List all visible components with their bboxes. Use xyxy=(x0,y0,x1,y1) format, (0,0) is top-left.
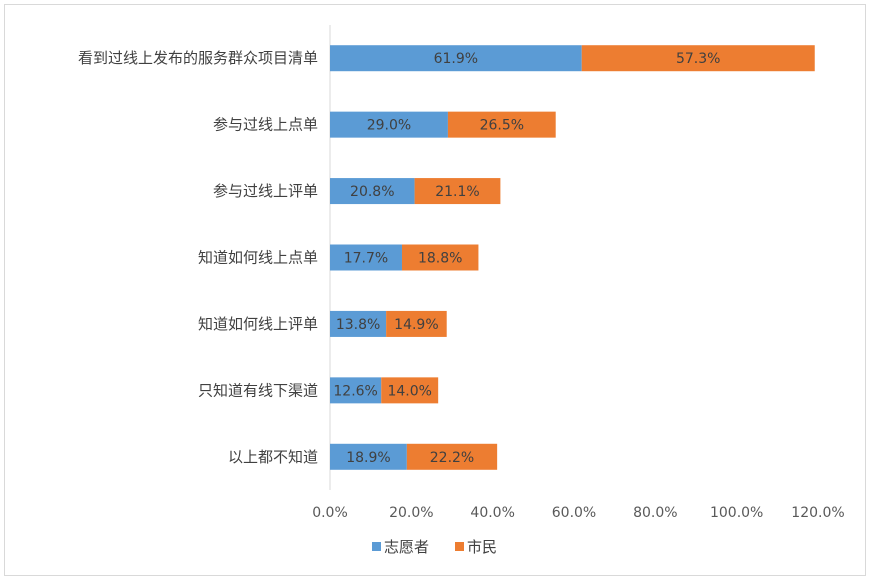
data-label: 18.9% xyxy=(346,450,390,466)
category-label: 参与过线上评单 xyxy=(213,182,318,200)
bar-volunteer xyxy=(330,244,402,271)
bar-volunteer xyxy=(330,111,448,138)
category-labels: 看到过线上发布的服务群众项目清单参与过线上点单参与过线上评单知道如何线上点单知道… xyxy=(78,49,318,466)
chart-frame xyxy=(4,4,866,576)
legend-swatch-volunteer xyxy=(372,542,381,551)
data-label: 14.0% xyxy=(387,383,431,399)
data-label: 29.0% xyxy=(367,118,411,134)
x-tick-label: 60.0% xyxy=(552,505,596,521)
category-label: 参与过线上点单 xyxy=(213,116,318,134)
bars xyxy=(330,45,815,470)
data-label: 17.7% xyxy=(344,251,388,267)
data-label: 13.8% xyxy=(336,317,380,333)
bar-volunteer xyxy=(330,443,407,470)
x-tick-label: 0.0% xyxy=(312,505,348,521)
data-label: 26.5% xyxy=(480,118,524,134)
data-labels: 61.9% 57.3% 29.0% 26.5% 20.8% 21.1% 17.7% 18.8%… xyxy=(333,51,720,466)
data-label: 21.1% xyxy=(435,184,479,200)
category-label: 只知道有线下渠道 xyxy=(198,381,318,399)
bar-citizen xyxy=(406,443,498,470)
x-tick-label: 20.0% xyxy=(389,505,433,521)
bar-citizen xyxy=(581,45,815,72)
bar-citizen xyxy=(386,310,447,337)
legend-label-volunteer: 志愿者 xyxy=(384,538,429,556)
x-tick-label: 120.0% xyxy=(791,505,844,521)
x-tick-label: 40.0% xyxy=(470,505,514,521)
bar-citizen xyxy=(401,244,479,271)
data-label: 14.9% xyxy=(394,317,438,333)
bar-citizen xyxy=(447,111,556,138)
legend: 志愿者 市民 xyxy=(372,538,497,556)
data-label: 61.9% xyxy=(434,51,478,67)
category-label: 知道如何线上评单 xyxy=(198,315,318,333)
bar-citizen xyxy=(381,377,439,404)
bar-citizen xyxy=(414,178,501,205)
bar-volunteer xyxy=(330,178,415,205)
x-tick-label: 80.0% xyxy=(633,505,677,521)
bar-volunteer xyxy=(330,45,582,72)
category-label: 看到过线上发布的服务群众项目清单 xyxy=(78,49,318,67)
bar-volunteer xyxy=(330,310,387,337)
x-tick-label: 100.0% xyxy=(710,505,763,521)
bar-volunteer xyxy=(330,377,382,404)
data-label: 12.6% xyxy=(333,383,377,399)
data-label: 20.8% xyxy=(350,184,394,200)
category-label: 知道如何线上点单 xyxy=(198,249,318,267)
legend-swatch-citizen xyxy=(455,542,464,551)
data-label: 57.3% xyxy=(676,51,720,67)
data-label: 22.2% xyxy=(430,450,474,466)
legend-label-citizen: 市民 xyxy=(467,538,497,556)
x-axis-ticks: 0.0% 20.0% 40.0% 60.0% 80.0% 100.0% 120.0% xyxy=(312,505,844,521)
data-label: 18.8% xyxy=(418,251,462,267)
category-label: 以上都不知道 xyxy=(228,448,318,466)
